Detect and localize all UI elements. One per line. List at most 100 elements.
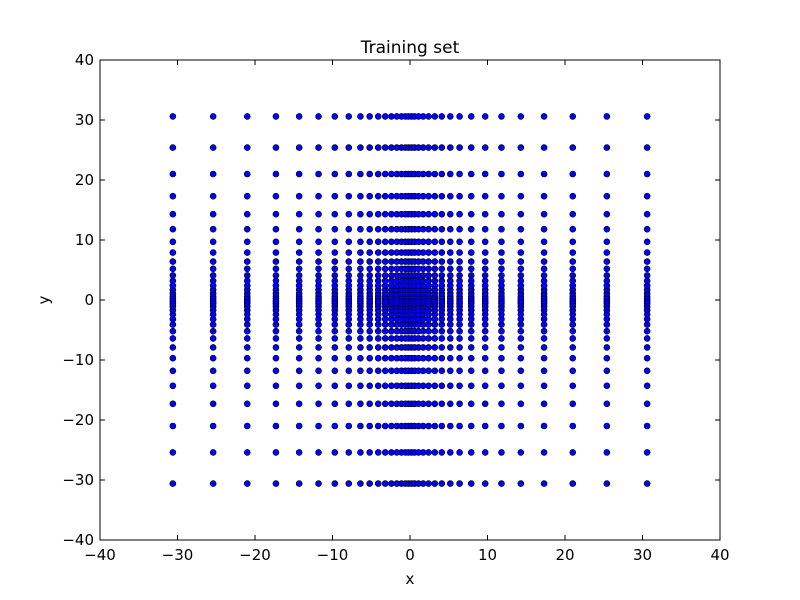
data-point xyxy=(366,170,374,178)
data-point xyxy=(272,367,280,375)
data-point xyxy=(481,449,489,456)
data-point xyxy=(446,225,454,233)
data-point xyxy=(456,113,463,120)
data-point xyxy=(425,367,432,375)
data-point xyxy=(643,400,651,408)
data-point xyxy=(425,238,432,246)
data-point xyxy=(498,249,505,256)
data-point xyxy=(438,335,446,342)
data-point xyxy=(331,382,339,390)
data-point xyxy=(366,225,374,233)
data-point xyxy=(243,144,251,151)
data-point xyxy=(643,170,651,178)
data-point xyxy=(467,225,475,233)
data-point xyxy=(419,354,427,362)
data-point xyxy=(374,113,382,120)
y-tick-label: −20 xyxy=(62,411,94,429)
data-point xyxy=(315,265,322,273)
data-point xyxy=(345,449,353,456)
x-axis-label: x xyxy=(406,570,415,588)
data-point xyxy=(467,480,475,487)
data-point xyxy=(419,258,427,265)
data-point xyxy=(438,449,446,456)
data-point xyxy=(345,327,353,335)
data-point xyxy=(388,422,395,430)
y-tick-label: −30 xyxy=(62,471,94,489)
data-point xyxy=(481,238,489,246)
data-point xyxy=(331,170,339,178)
data-point xyxy=(345,354,353,362)
data-point xyxy=(366,344,374,351)
data-point xyxy=(467,354,475,362)
data-point xyxy=(381,400,389,408)
data-point xyxy=(481,210,489,218)
data-point xyxy=(540,249,548,256)
data-point xyxy=(431,480,439,487)
data-point xyxy=(331,272,339,279)
data-point xyxy=(540,210,548,218)
data-point xyxy=(169,449,177,456)
data-point xyxy=(446,367,454,375)
data-point xyxy=(446,238,454,246)
data-point xyxy=(569,272,577,279)
data-point xyxy=(419,367,427,375)
data-point xyxy=(481,249,489,256)
data-point xyxy=(315,422,322,430)
data-point xyxy=(643,258,651,265)
x-tick-label: −20 xyxy=(239,546,271,564)
data-point xyxy=(331,192,339,200)
data-point xyxy=(209,449,217,456)
data-point xyxy=(540,335,548,342)
data-point xyxy=(357,327,364,335)
data-point xyxy=(498,449,505,456)
data-point xyxy=(374,327,382,335)
data-point xyxy=(243,249,251,256)
data-point xyxy=(467,238,475,246)
data-point xyxy=(366,265,374,273)
data-point xyxy=(243,113,251,120)
data-point xyxy=(438,422,446,430)
data-point xyxy=(366,335,374,342)
data-point xyxy=(569,265,577,273)
data-point xyxy=(357,335,364,342)
data-point xyxy=(169,382,177,390)
data-point xyxy=(295,327,303,335)
data-point xyxy=(446,382,454,390)
data-point xyxy=(467,272,475,279)
data-point xyxy=(643,272,651,279)
data-point xyxy=(643,192,651,200)
data-point xyxy=(295,249,303,256)
data-point xyxy=(425,192,432,200)
data-point xyxy=(374,249,382,256)
data-point xyxy=(540,272,548,279)
data-point xyxy=(419,192,427,200)
data-point xyxy=(357,225,364,233)
data-point xyxy=(446,272,454,279)
data-point xyxy=(467,327,475,335)
data-point xyxy=(498,272,505,279)
data-point xyxy=(498,367,505,375)
data-point xyxy=(315,225,322,233)
data-point xyxy=(517,344,525,351)
data-point xyxy=(315,449,322,456)
data-point xyxy=(643,422,651,430)
x-tick-label: −10 xyxy=(317,546,349,564)
data-point xyxy=(331,327,339,335)
data-point xyxy=(481,400,489,408)
data-point xyxy=(209,400,217,408)
data-point xyxy=(388,382,395,390)
data-point xyxy=(272,144,280,151)
data-point xyxy=(481,382,489,390)
data-point xyxy=(456,344,463,351)
data-point xyxy=(419,238,427,246)
data-point xyxy=(243,382,251,390)
data-point xyxy=(374,170,382,178)
data-point xyxy=(438,113,446,120)
data-point xyxy=(272,238,280,246)
data-point xyxy=(209,113,217,120)
data-point xyxy=(315,192,322,200)
data-point xyxy=(272,265,280,273)
y-tick-label: 10 xyxy=(75,231,94,249)
data-point xyxy=(540,449,548,456)
data-point xyxy=(467,170,475,178)
